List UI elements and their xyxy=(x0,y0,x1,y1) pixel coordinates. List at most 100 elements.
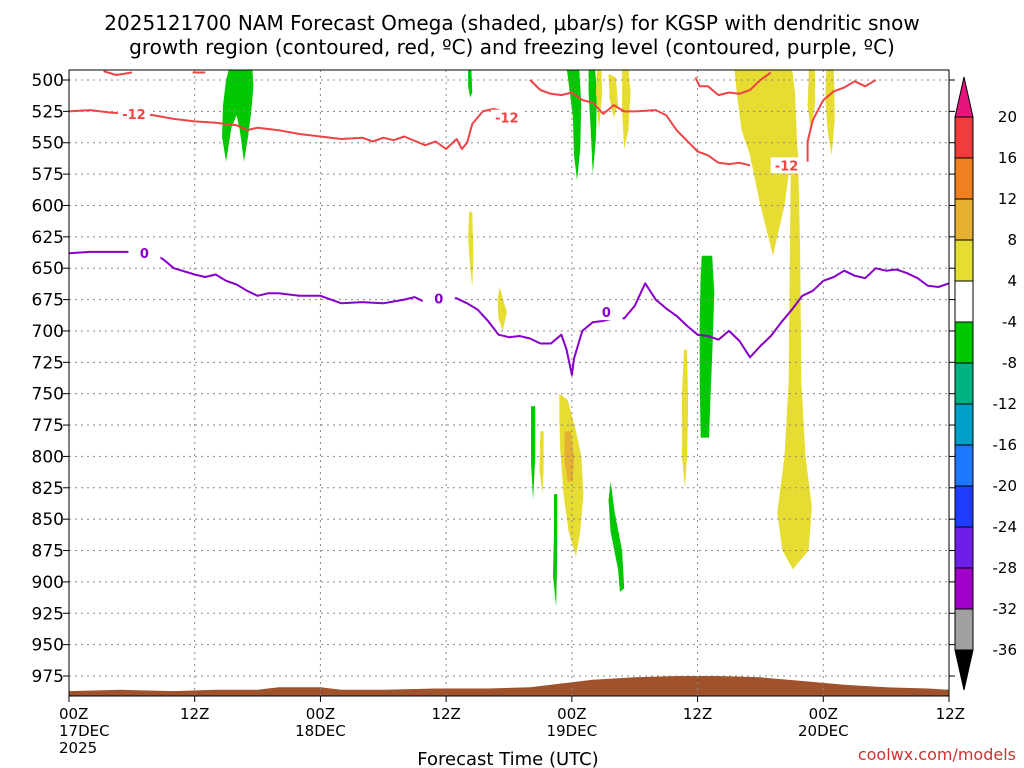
terrain-layer xyxy=(69,676,949,696)
colorbar-bin xyxy=(954,608,974,651)
x-tick-label-time: 12Z xyxy=(180,705,209,723)
y-tick-label: 975 xyxy=(32,667,64,687)
y-tick-label: 825 xyxy=(32,479,64,499)
y-tick-label: 775 xyxy=(32,416,64,436)
y-tick-label: 650 xyxy=(32,259,64,279)
x-tick-label-time: 12Z xyxy=(936,705,965,723)
contour-0-label-1-bg xyxy=(422,290,455,307)
colorbar-bin xyxy=(954,526,974,569)
x-tick-label-date: 19DEC xyxy=(547,722,598,740)
x-tick-label-time: 12Z xyxy=(431,705,460,723)
y-axis: 500 525 550 575 600 625 650 675 700 725 750 775 800 8… xyxy=(32,71,955,687)
contour-minus12-segment-4 xyxy=(694,71,772,97)
y-tick-label: 750 xyxy=(32,385,64,405)
contour-minus12-segment-6 xyxy=(103,70,133,76)
contour-0-label-2-bg xyxy=(590,304,623,321)
colorbar-label: 20 xyxy=(998,108,1017,126)
colorbar-label: 12 xyxy=(998,190,1017,208)
contour-0-line xyxy=(69,250,949,376)
contour-0-label-0-bg xyxy=(128,245,161,262)
colorbar-bin xyxy=(954,321,974,364)
y-tick-label: 850 xyxy=(32,510,64,530)
contour-minus12-label-2-bg xyxy=(770,157,803,174)
colorbar-bin xyxy=(954,444,974,487)
y-tick-label: 625 xyxy=(32,228,64,248)
y-tick-label: 600 xyxy=(32,196,64,216)
contour-minus12-segment-1 xyxy=(529,79,751,167)
colorbar-bin xyxy=(954,280,974,323)
contour-label-layer: -12 -12 -12 0 0 0 xyxy=(117,105,803,321)
colorbar-label: 4 xyxy=(1007,272,1017,290)
contour-minus12-segment-0 xyxy=(69,107,515,150)
y-tick-label: 700 xyxy=(32,322,64,342)
colorbar-label: -8 xyxy=(1002,354,1017,372)
chart-title-line2: growth region (contoured, red, ºC) and f… xyxy=(129,35,895,59)
omega-region-8 xyxy=(596,70,603,131)
contour-layer xyxy=(69,70,949,376)
y-tick-label: 550 xyxy=(32,134,64,154)
plot-area xyxy=(69,70,949,696)
contour-minus12-segment-3 xyxy=(806,99,825,162)
colorbar-label: -20 xyxy=(993,477,1018,495)
contour-minus12-segment-2 xyxy=(822,79,877,101)
colorbar-bin xyxy=(954,116,974,159)
colorbar-bin xyxy=(954,362,974,405)
colorbar-bin xyxy=(954,198,974,241)
colorbar-under-arrow xyxy=(954,649,974,691)
colorbar-label: -16 xyxy=(993,436,1018,454)
omega-region-7 xyxy=(608,481,625,592)
colorbar-bin xyxy=(954,567,974,610)
y-tick-label: 575 xyxy=(32,165,64,185)
terrain-fill xyxy=(69,676,949,696)
y-tick-label: 875 xyxy=(32,542,64,562)
colorbar-label: -32 xyxy=(993,600,1018,618)
plot-frame xyxy=(68,69,950,697)
contour-0-label-0: 0 xyxy=(140,247,149,262)
contour-minus12-label-1-bg xyxy=(490,109,523,126)
colorbar-label: -24 xyxy=(993,518,1018,536)
omega-region-1 xyxy=(468,70,473,98)
x-tick-label-time: 00Z xyxy=(306,705,335,723)
contour-minus12-label-0: -12 xyxy=(122,108,146,123)
omega-region-16 xyxy=(777,111,812,570)
x-axis-title: Forecast Time (UTC) xyxy=(417,749,598,768)
y-tick-label: 500 xyxy=(32,71,64,91)
omega-region-3 xyxy=(588,70,597,175)
omega-region-18 xyxy=(539,431,544,495)
omega-region-11 xyxy=(734,70,798,256)
y-tick-label: 800 xyxy=(32,447,64,467)
y-tick-label: 950 xyxy=(32,636,64,656)
x-tick-label-time: 12Z xyxy=(683,705,712,723)
y-tick-label: 900 xyxy=(32,573,64,593)
contour-minus12-label-1: -12 xyxy=(495,112,519,127)
grid-layer xyxy=(69,70,949,696)
x-tick-label-time: 00Z xyxy=(809,705,838,723)
y-tick-label: 725 xyxy=(32,353,64,373)
x-tick-label-date: 20DEC xyxy=(798,722,849,740)
source-watermark: coolwx.com/models xyxy=(858,745,1016,764)
omega-region-4 xyxy=(699,255,715,438)
colorbar-label: -4 xyxy=(1002,313,1017,331)
omega-region-12 xyxy=(807,70,815,131)
contour-minus12-label-0-bg xyxy=(117,105,150,122)
colorbar-over-arrow xyxy=(954,76,974,118)
chart-title-line1: 2025121700 NAM Forecast Omega (shaded, μ… xyxy=(104,11,919,35)
colorbar-bin xyxy=(954,403,974,446)
colorbar-label: 8 xyxy=(1007,231,1017,249)
omega-region-17 xyxy=(681,349,689,488)
x-tick-label-date: 17DEC xyxy=(59,722,110,740)
omega-region-5 xyxy=(531,406,536,501)
x-tick-label-date: 18DEC xyxy=(295,722,346,740)
omega-shading-layer xyxy=(222,70,835,607)
x-tick-label-time: 00Z xyxy=(59,705,88,723)
colorbar-label: -36 xyxy=(993,641,1018,659)
colorbar-label: -28 xyxy=(993,559,1018,577)
x-tick-label-time: 00Z xyxy=(557,705,586,723)
y-tick-label: 675 xyxy=(32,291,64,311)
omega-region-10 xyxy=(622,70,631,149)
contour-0-label-2: 0 xyxy=(602,306,611,321)
colorbar-bin xyxy=(954,239,974,282)
